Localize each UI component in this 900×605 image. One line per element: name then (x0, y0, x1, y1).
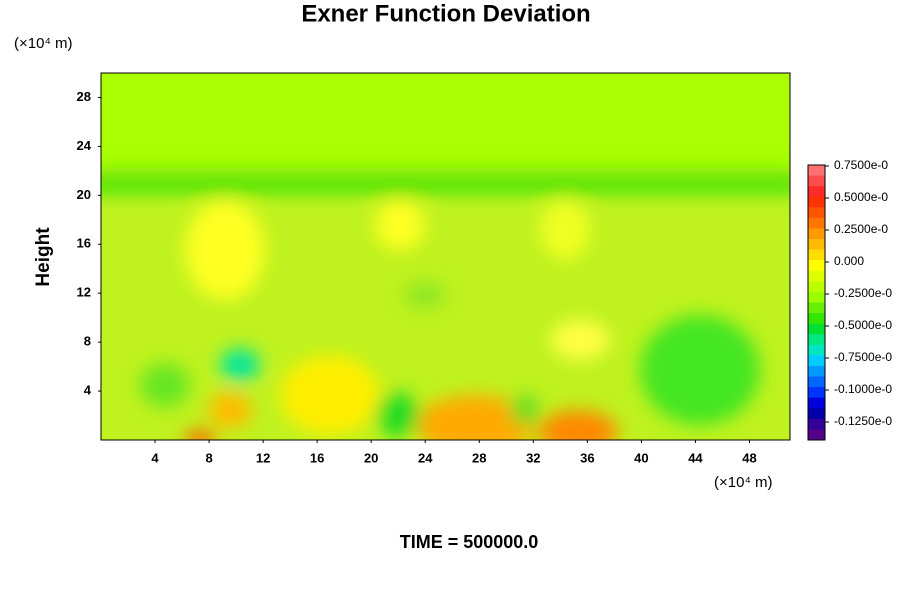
colorbar-band (808, 175, 825, 187)
colorbar-band (808, 355, 825, 367)
x-unit: (×10⁴ m) (714, 474, 773, 491)
x-tick-label: 12 (256, 450, 270, 465)
colorbar-label: -0.7500e-0 (834, 350, 892, 364)
x-tick-label: 20 (364, 450, 378, 465)
colorbar-band (808, 408, 825, 420)
colorbar-frame (807, 164, 826, 441)
y-axis-title: Height (33, 227, 54, 287)
colorbar-band (808, 429, 825, 441)
colorbar-band (808, 260, 825, 272)
x-tick-label: 24 (418, 450, 433, 465)
colorbar-label: 0.000 (834, 254, 864, 268)
x-tick-label: 16 (310, 450, 324, 465)
x-tick-label: 48 (742, 450, 756, 465)
colorbar-band (808, 387, 825, 399)
y-tick-label: 16 (77, 236, 91, 251)
colorbar-label: -0.1250e-0 (834, 414, 892, 428)
y-tick-label: 12 (77, 285, 91, 300)
colorbar-band (808, 207, 825, 219)
colorbar-band (808, 365, 825, 378)
colorbar-band (808, 313, 825, 325)
colorbar-band (808, 186, 825, 198)
colorbar-band (808, 217, 825, 229)
colorbar-band (808, 228, 825, 240)
colorbar-label: 0.2500e-0 (834, 222, 888, 236)
y-unit: (×10⁴ m) (14, 35, 73, 52)
x-tick-label: 32 (526, 450, 540, 465)
colorbar-label: -0.5000e-0 (834, 318, 892, 332)
contour-field (101, 73, 790, 440)
x-tick-label: 4 (151, 450, 159, 465)
y-tick-label: 28 (77, 89, 91, 104)
x-tick-label: 8 (205, 450, 212, 465)
colorbar-label: 0.5000e-0 (834, 190, 888, 204)
y-tick-label: 4 (84, 383, 92, 398)
colorbar-band (808, 323, 825, 335)
colorbar-band (808, 418, 825, 430)
x-tick-label: 28 (472, 450, 486, 465)
colorbar-band (808, 302, 825, 314)
colorbar-band (808, 376, 825, 388)
colorbar-band (808, 196, 825, 208)
colorbar-band (808, 397, 825, 409)
x-tick-label: 44 (688, 450, 703, 465)
colorbar-band (808, 249, 825, 261)
x-tick-label: 36 (580, 450, 594, 465)
colorbar-band (808, 281, 825, 293)
y-tick-label: 20 (77, 187, 91, 202)
colorbar-band (808, 291, 825, 303)
x-tick-label: 40 (634, 450, 648, 465)
y-tick-label: 24 (77, 138, 92, 153)
plot-frame (100, 72, 791, 441)
colorbar-band (808, 165, 825, 177)
colorbar-band (808, 334, 825, 346)
y-tick-label: 8 (84, 334, 91, 349)
colorbar-band (808, 270, 825, 282)
colorbar-band (808, 239, 825, 251)
footer-time: TIME = 500000.0 (400, 532, 539, 552)
colorbar-label: -0.2500e-0 (834, 286, 892, 300)
chart-title: Exner Function Deviation (301, 0, 590, 27)
colorbar-band (808, 344, 825, 356)
colorbar-label: -0.1000e-0 (834, 382, 892, 396)
colorbar-label: 0.7500e-0 (834, 158, 888, 172)
